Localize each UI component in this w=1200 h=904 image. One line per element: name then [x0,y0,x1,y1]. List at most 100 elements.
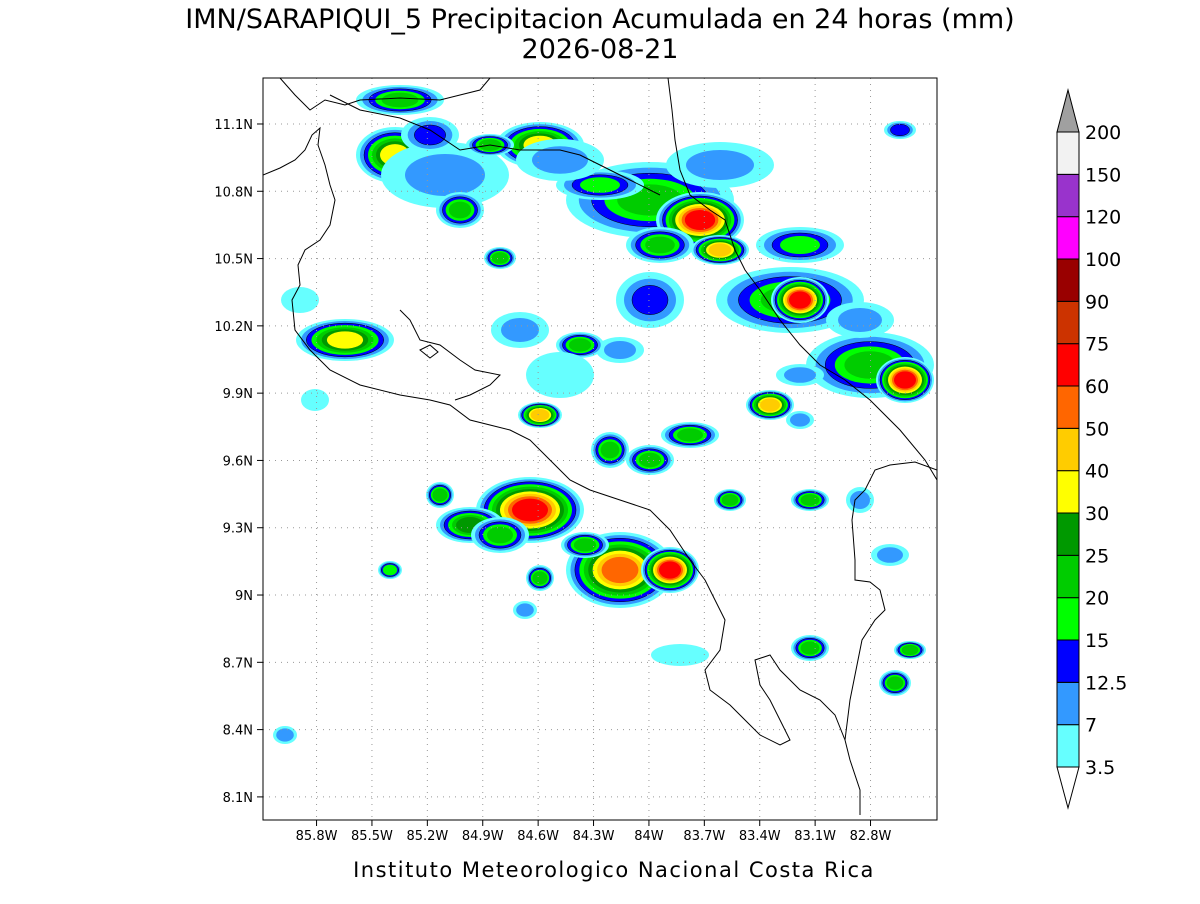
colorbar-box [1056,639,1080,683]
colorbar-box [1056,300,1080,345]
colorbar-label: 12.5 [1085,672,1127,694]
precip-contour [651,644,709,666]
colorbar-above [1056,88,1080,133]
precip-contour [631,285,669,315]
colorbar-box [1056,258,1080,302]
subtitle: 2026-08-21 [522,34,679,65]
precip-contour [448,201,472,219]
precip-contour [526,352,594,398]
precip-contour [686,150,754,180]
precip-contour [516,603,534,617]
colorbar-below [1056,766,1080,810]
y-tick-label: 9.9N [223,387,253,402]
precip-contour [600,441,620,459]
x-tick-label: 84.6W [517,829,559,844]
precip-contour [790,413,810,427]
precip-contour [382,564,398,576]
colorbar-box [1056,343,1080,387]
border-nic-cr [329,94,661,196]
precip-contour [601,556,639,584]
lake [419,344,439,359]
precip-contour [780,236,820,254]
precip-field [273,85,934,744]
colorbar-box [1056,131,1080,175]
precip-contour [800,494,820,506]
precip-contour [886,676,904,690]
precip-contour [800,641,820,655]
x-tick-label: 83.4W [739,829,781,844]
precip-contour [894,371,916,389]
colorbar-label: 100 [1085,249,1121,271]
precip-contour [405,154,485,196]
precip-contour [877,547,903,563]
precip-contour [381,92,419,108]
precip-contour [281,287,319,313]
precip-contour [512,498,548,522]
x-tick-label: 85.5W [351,829,393,844]
precip-contour [708,243,732,257]
colorbar-label: 150 [1085,164,1121,186]
colorbar-label: 40 [1085,461,1109,483]
precip-contour [326,331,364,349]
precip-contour [568,338,592,352]
precip-contour [301,389,329,411]
precip-contour [501,318,539,342]
precip-contour [838,308,882,332]
map-frame [262,77,938,821]
y-tick-label: 10.2N [214,320,253,335]
precip-contour [487,526,513,544]
precip-contour [890,123,910,137]
precip-contour [604,341,636,359]
north-coast [279,78,491,111]
x-tick-label: 83.1W [794,829,836,844]
colorbar-box [1056,681,1080,726]
precip-contour [638,452,662,468]
colorbar-box [1056,512,1080,556]
colorbar-label: 120 [1085,207,1121,229]
caribbean-coast [667,78,937,481]
x-tick-label: 84.9W [462,829,504,844]
precip-contour [659,561,681,579]
precip-contour [850,491,870,509]
x-tick-label: 85.2W [406,829,448,844]
y-tick-label: 8.4N [223,724,253,739]
precip-contour [645,236,675,254]
colorbar-box [1056,597,1080,641]
precip-contour [901,644,919,656]
precip-contour [573,538,597,552]
precip-contour [414,124,446,146]
y-tick-label: 10.8N [214,185,253,200]
precip-contour [760,398,780,412]
y-tick-label: 9.6N [223,454,253,469]
precip-contour [276,728,294,742]
footer: Instituto Meteorologico Nacional Costa R… [353,858,875,882]
precip-contour [677,428,703,442]
colorbar-box [1056,173,1080,218]
y-tick-label: 11.1N [214,118,253,133]
colorbar-box [1056,724,1080,768]
colorbar-label: 60 [1085,376,1109,398]
colorbar-label: 90 [1085,291,1109,313]
colorbar-label: 7 [1085,715,1097,737]
precip-contour [530,409,550,421]
x-tick-label: 85.8W [296,829,338,844]
colorbar-label: 20 [1085,588,1109,610]
colorbar-box [1056,470,1080,514]
colorbar-label: 3.5 [1085,757,1115,779]
precip-contour [784,367,816,383]
nicaragua-pacific-coast [263,126,861,815]
colorbar-label: 50 [1085,418,1109,440]
y-tick-label: 9.3N [223,522,253,537]
colorbar: 3.5 7 12.5 15 20 25 30 40 50 60 75 90 100 120 150 200 [1056,88,1127,810]
precip-contour [532,571,548,585]
precip-contour [580,177,620,193]
colorbar-label: 75 [1085,334,1109,356]
colorbar-box [1056,385,1080,429]
title: IMN/SARAPIQUI_5 Precipitacion Acumulada … [185,4,1014,35]
x-tick-label: 83.7W [683,829,725,844]
colorbar-label: 30 [1085,503,1109,525]
precip-contour [789,291,811,309]
x-tick-label: 84.3W [573,829,615,844]
y-tick-label: 10.5N [214,253,253,268]
